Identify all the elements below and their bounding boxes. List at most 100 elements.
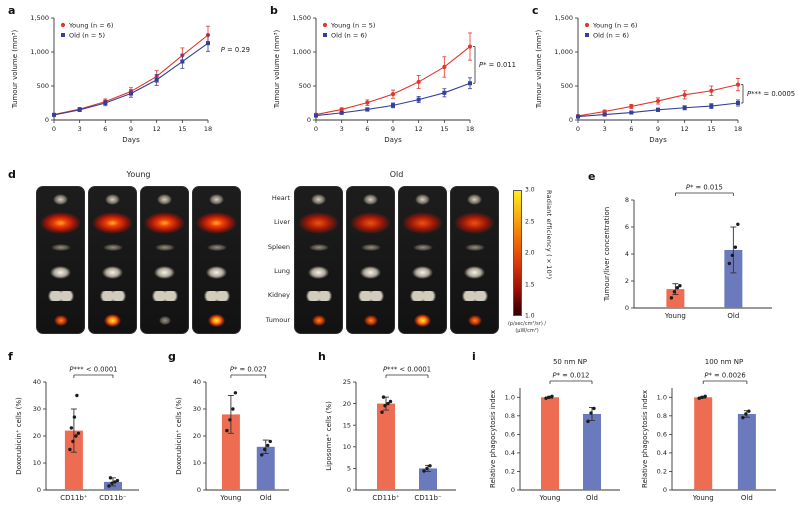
bar-Young [666, 283, 685, 308]
svg-text:500: 500 [299, 82, 311, 90]
organ-label-liver: Liver [274, 218, 290, 227]
panel-label-f: f [8, 350, 13, 363]
svg-text:0: 0 [569, 116, 573, 124]
svg-text:1.0: 1.0 [657, 393, 667, 401]
svg-text:25: 25 [343, 378, 351, 386]
axes: 0 5 10 15 20 25 [343, 378, 456, 494]
panel-d: d 3.0 2.5 2.0 1.5 1.0 Radiant efficiency (×1… [8, 168, 573, 348]
y-axis-label: Liposome⁺ cells (%) [325, 401, 333, 471]
p-value-i_100: P* = 0.0026 [704, 372, 745, 380]
series-old [576, 99, 740, 119]
svg-text:0.4: 0.4 [505, 449, 515, 457]
heart-image [415, 193, 430, 205]
p-value-a: P = 0.29 [221, 46, 250, 54]
lung-image [50, 265, 71, 279]
liver-image [454, 212, 495, 235]
bar-CD11b⁺ [64, 393, 83, 490]
panel-i: i 0 0.2 0.4 0.6 0.8 1.0 Relative phagocytosis … [472, 350, 794, 528]
line-chart-b-container: 0 500 1,000 1,500 0 3 6 9 12 15 18 Days Tumour volum… [270, 6, 522, 162]
svg-text:8: 8 [625, 196, 629, 204]
category-label: CD11b⁻ [414, 494, 442, 502]
panel-label-i: i [472, 350, 476, 363]
panel-f: f 0 10 20 30 40 Doxorubicin⁺ cells (%) CD11b⁺ C… [8, 350, 158, 528]
svg-text:0: 0 [307, 116, 311, 124]
panel-label-h: h [318, 350, 326, 363]
tumour-image [104, 314, 121, 328]
svg-text:30: 30 [33, 405, 41, 413]
spleen-image [412, 244, 433, 252]
line-chart-a: 0 500 1,000 1,500 0 3 6 9 12 15 18 Days Tumour volum… [11, 14, 250, 144]
svg-text:40: 40 [193, 378, 201, 386]
svg-text:6: 6 [365, 125, 369, 133]
organ-label-lung: Lung [274, 267, 290, 276]
lung-image [308, 265, 329, 279]
svg-text:0: 0 [511, 486, 515, 494]
panel-b: b 0 500 1,000 1,500 0 3 6 9 12 15 18 Days Tumour vol… [270, 4, 526, 164]
group-label-young: Young [126, 170, 151, 179]
liver-image [144, 212, 185, 235]
bar-chart-i_50: 0 0.2 0.4 0.6 0.8 1.0 Relative phagocytosis in… [489, 358, 620, 502]
svg-text:0: 0 [37, 486, 41, 494]
series-old [52, 34, 210, 117]
series-old [314, 77, 472, 118]
axes: 0 500 1,000 1,500 0 3 6 9 12 15 18 [554, 14, 742, 133]
svg-text:Young (n = 5): Young (n = 5) [330, 21, 375, 29]
svg-text:15: 15 [343, 421, 351, 429]
panel-label-d: d [8, 168, 16, 181]
organ-image-strip-young-4 [192, 186, 241, 334]
bar-Young [221, 391, 240, 490]
line-chart-b: 0 500 1,000 1,500 0 3 6 9 12 15 18 Days Tumour volum… [273, 14, 516, 144]
spleen-image [154, 244, 175, 252]
organ-label-kidney: Kidney [267, 291, 290, 300]
kidney-image [47, 291, 74, 302]
category-label: CD11b⁺ [60, 494, 88, 502]
chart-title: 100 nm NP [705, 358, 744, 366]
bar-Old [724, 222, 743, 308]
category-label: CD11b⁺ [372, 494, 400, 502]
colorbar-tick: 1.5 [525, 281, 535, 288]
svg-text:1,000: 1,000 [30, 48, 49, 56]
colorbar-ticks: 3.0 2.5 2.0 1.5 1.0 [525, 187, 543, 320]
svg-text:15: 15 [707, 125, 715, 133]
category-label: Old [741, 494, 753, 502]
bar-chart-h: 0 5 10 15 20 25 Liposome⁺ cells (%) CD11b⁺ CD11b… [325, 366, 456, 502]
organ-imaging-body: 3.0 2.5 2.0 1.5 1.0 Radiant efficiency (×10⁵… [8, 168, 568, 348]
kidney-image [203, 291, 230, 302]
svg-text:3: 3 [340, 125, 344, 133]
kidney-image [151, 291, 178, 302]
axes: 0 10 20 30 40 [33, 378, 139, 494]
svg-text:1.0: 1.0 [505, 393, 515, 401]
y-axis-label: Tumour/liver concentration [603, 207, 611, 302]
panel-label-b: b [270, 4, 278, 17]
y-axis-label: Doxorubicin⁺ cells (%) [175, 397, 183, 475]
svg-text:Old (n = 6): Old (n = 6) [331, 31, 367, 39]
category-label: Young [664, 312, 686, 320]
svg-text:0.8: 0.8 [505, 412, 515, 420]
colorbar-tick: 1.0 [525, 312, 535, 320]
bar-CD11b⁺ [377, 395, 395, 490]
svg-text:15: 15 [440, 125, 448, 133]
category-label: Young [692, 494, 714, 502]
svg-text:15: 15 [178, 125, 186, 133]
line-chart-c-container: 0 500 1,000 1,500 0 3 6 9 12 15 18 Days Tumour volum… [532, 6, 795, 162]
colorbar-units: (p/sec/cm²/sr) / (µW/cm²) [507, 321, 547, 334]
svg-text:0: 0 [663, 486, 667, 494]
x-axis-label: Days [122, 136, 140, 144]
category-label: Young [219, 494, 241, 502]
chart-title: 50 nm NP [553, 358, 587, 366]
lung-image [412, 265, 433, 279]
bar-Old [256, 439, 275, 490]
bar-CD11b⁻ [103, 476, 122, 490]
svg-text:0: 0 [314, 125, 318, 133]
svg-text:3: 3 [78, 125, 82, 133]
colorbar-gradient [513, 190, 522, 316]
colorbar-label: Radiant efficiency (×10⁵) [545, 190, 553, 280]
p-value-h: P*** < 0.0001 [383, 366, 431, 374]
organ-image-strip-old-2 [346, 186, 395, 334]
svg-text:12: 12 [415, 125, 423, 133]
heart-image [467, 193, 482, 205]
tumour-image [467, 315, 482, 327]
y-axis-label: Tumour volume (mm³) [11, 30, 19, 110]
svg-text:0: 0 [625, 304, 629, 312]
